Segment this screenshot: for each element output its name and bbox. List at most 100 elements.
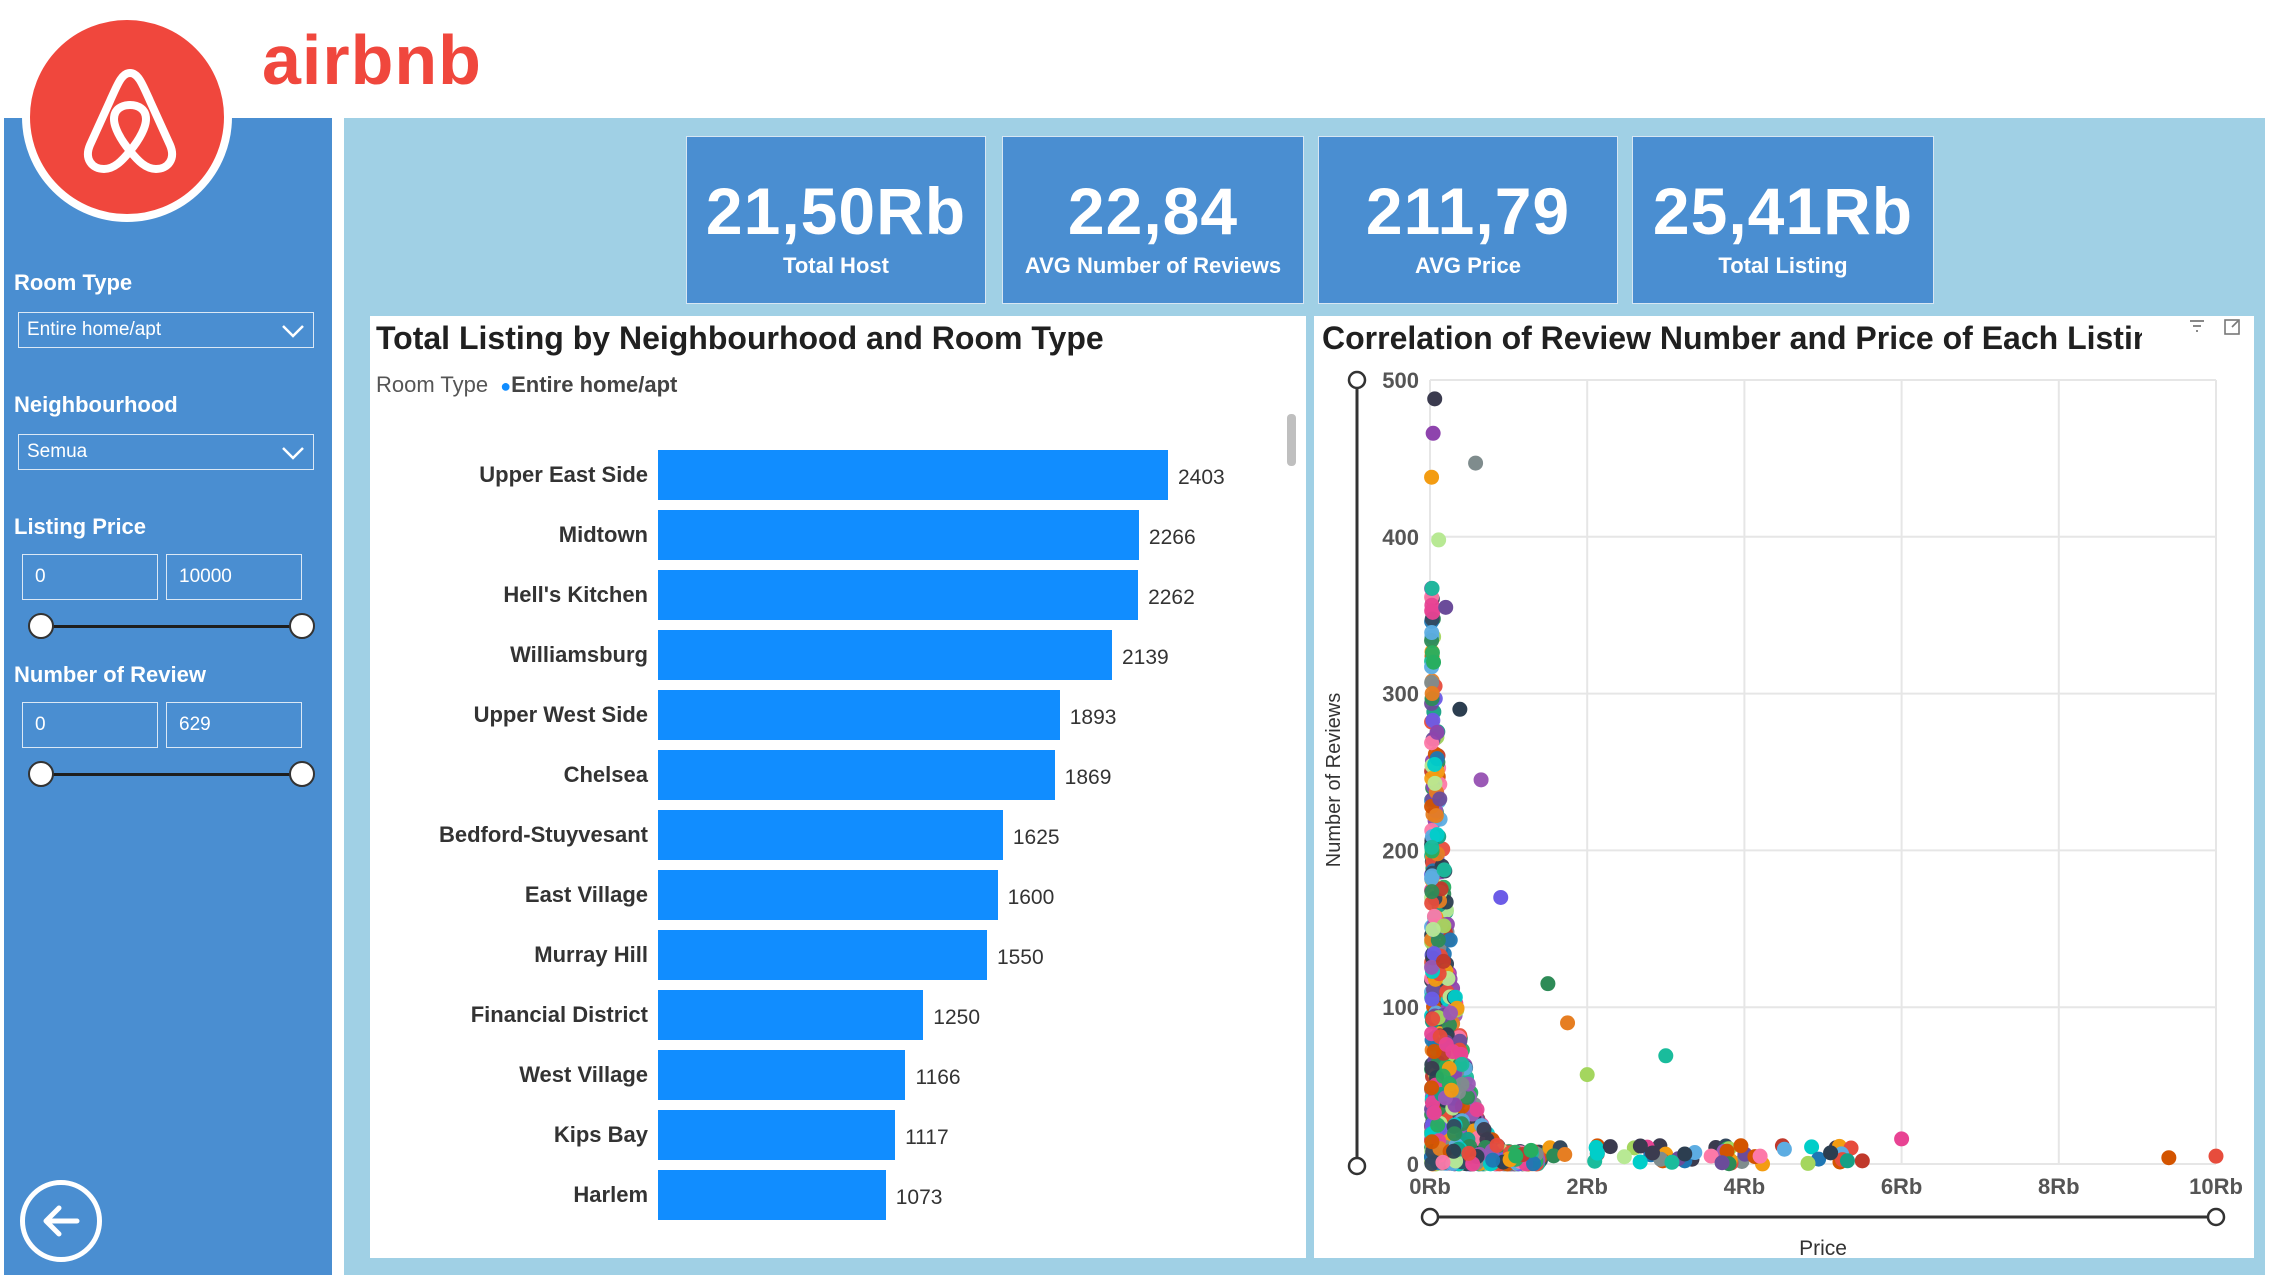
scatter-point	[1424, 1156, 1440, 1172]
scatter-point	[1424, 675, 1440, 691]
scatter-points	[1424, 391, 2224, 1172]
listing-price-min-handle[interactable]	[28, 613, 54, 639]
bar[interactable]	[658, 630, 1112, 680]
listing-price-slider-track[interactable]	[40, 625, 302, 628]
bar-value-label: 1893	[1069, 706, 1117, 729]
bar-value-label: 1550	[996, 946, 1044, 969]
review-min-handle[interactable]	[28, 761, 54, 787]
bar-value-label: 1625	[1012, 826, 1060, 849]
scatter-point	[1446, 1126, 1462, 1142]
scatter-point	[1428, 808, 1444, 824]
kpi-total-listing: 25,41Rb Total Listing	[1632, 136, 1934, 304]
y-tick-label: 200	[1382, 838, 1419, 863]
y-range-handle[interactable]	[1347, 370, 1367, 390]
focus-mode-icon[interactable]	[2223, 318, 2241, 341]
scatter-point	[1425, 921, 1441, 937]
bar-chart-title: Total Listing by Neighbourhood and Room …	[376, 320, 1104, 356]
filter-sidebar	[4, 118, 332, 1275]
scatter-point	[1776, 1141, 1792, 1157]
scatter-point	[1677, 1146, 1693, 1162]
scatter-point	[1436, 862, 1452, 878]
review-max-handle[interactable]	[289, 761, 315, 787]
scatter-point	[1579, 1067, 1595, 1083]
x-tick-label: 10Rb	[2189, 1174, 2243, 1199]
scatter-point	[1425, 425, 1441, 441]
scatter-point	[1645, 1145, 1661, 1161]
airbnb-logo-icon	[22, 12, 232, 222]
listing-price-max-input[interactable]: 10000	[166, 554, 302, 600]
bar-category-label: Murray Hill	[534, 942, 648, 967]
scatter-point	[1616, 1149, 1632, 1165]
scatter-point	[1800, 1155, 1816, 1171]
listing-price-min-input[interactable]: 0	[22, 554, 158, 600]
y-tick-label: 400	[1382, 525, 1419, 550]
scatter-point	[1424, 686, 1440, 702]
bar[interactable]	[658, 450, 1168, 500]
x-tick-label: 8Rb	[2038, 1174, 2080, 1199]
scatter-point	[1714, 1155, 1730, 1171]
scatter-point	[1424, 1080, 1440, 1096]
bar[interactable]	[658, 870, 998, 920]
bar-category-label: Financial District	[470, 1002, 648, 1027]
bar[interactable]	[658, 1110, 896, 1160]
scatter-point	[1424, 991, 1440, 1007]
bar-category-label: Midtown	[558, 522, 648, 547]
scatter-point	[1461, 1145, 1477, 1161]
bar[interactable]	[658, 750, 1055, 800]
scatter-point	[1854, 1153, 1870, 1169]
back-button[interactable]	[20, 1180, 102, 1262]
room-type-dropdown[interactable]: Entire home/apt	[18, 312, 314, 348]
scatter-point	[1442, 1005, 1458, 1021]
scatter-point	[1454, 1056, 1470, 1072]
scatter-point	[1526, 1156, 1542, 1172]
bar-category-label: Upper East Side	[479, 462, 648, 487]
x-tick-label: 6Rb	[1881, 1174, 1923, 1199]
review-min-input[interactable]: 0	[22, 702, 158, 748]
scatter-point	[1424, 625, 1440, 641]
bar-category-label: Kips Bay	[553, 1122, 648, 1147]
bar[interactable]	[658, 810, 1003, 860]
bar[interactable]	[658, 1050, 906, 1100]
filter-icon[interactable]	[2188, 318, 2206, 339]
bar-category-label: West Village	[519, 1062, 648, 1087]
neighbourhood-dropdown[interactable]: Semua	[18, 434, 314, 470]
bar[interactable]	[658, 1170, 886, 1220]
scatter-point	[1589, 1145, 1605, 1161]
bar-value-label: 1600	[1007, 886, 1055, 909]
x-axis-title: Price	[1799, 1237, 1847, 1260]
review-slider-track[interactable]	[40, 773, 302, 776]
scatter-point	[1436, 953, 1452, 969]
y-range-handle[interactable]	[1347, 1156, 1367, 1176]
bar[interactable]	[658, 990, 924, 1040]
bar-category-label: Hell's Kitchen	[503, 582, 648, 607]
bar-value-label: 2139	[1121, 646, 1169, 669]
kpi-label: AVG Number of Reviews	[1024, 253, 1282, 278]
review-max-input[interactable]: 629	[166, 702, 302, 748]
scatter-point	[1427, 775, 1443, 791]
scatter-point	[1703, 1148, 1719, 1164]
scatter-point	[1425, 604, 1441, 620]
bar[interactable]	[658, 510, 1139, 560]
bar[interactable]	[658, 930, 987, 980]
scatter-point	[1476, 1122, 1492, 1138]
legend-entry: Entire home/apt	[511, 372, 678, 397]
scatter-point	[1431, 532, 1447, 548]
bar-value-label: 1250	[933, 1006, 980, 1029]
bar-chart-scrollbar[interactable]	[1287, 414, 1296, 466]
arrow-left-icon	[43, 1205, 80, 1237]
scatter-point	[1804, 1139, 1820, 1155]
scatter-point	[1424, 884, 1440, 900]
bar[interactable]	[658, 570, 1139, 620]
kpi-value: 22,84	[1067, 174, 1239, 248]
x-range-handle[interactable]	[2206, 1207, 2226, 1227]
y-axis-title: Number of Reviews	[1323, 693, 1345, 868]
listing-price-max-handle[interactable]	[289, 613, 315, 639]
scatter-point	[1823, 1145, 1839, 1161]
kpi-label: AVG Price	[1415, 253, 1521, 278]
scatter-point	[1493, 889, 1509, 905]
scatter-point	[1445, 1044, 1461, 1060]
y-tick-label: 300	[1382, 682, 1419, 707]
neighbourhood-value: Semua	[27, 441, 88, 462]
bar[interactable]	[658, 690, 1060, 740]
x-range-handle[interactable]	[1420, 1207, 1440, 1227]
